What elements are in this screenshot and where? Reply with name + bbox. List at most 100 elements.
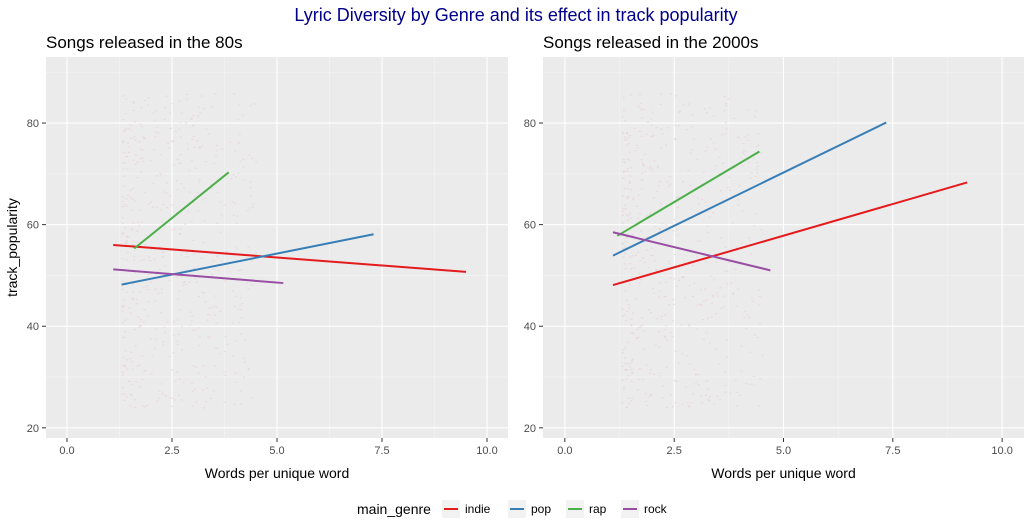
scatter-point — [651, 168, 654, 171]
scatter-point — [705, 111, 708, 114]
scatter-point — [648, 212, 651, 214]
scatter-point — [675, 380, 678, 383]
scatter-point — [191, 315, 194, 317]
scatter-point — [688, 363, 691, 365]
scatter-point — [198, 336, 201, 338]
scatter-point — [728, 189, 731, 191]
scatter-point — [625, 320, 628, 322]
scatter-point — [625, 197, 628, 200]
scatter-point — [682, 104, 685, 106]
scatter-point — [732, 292, 735, 294]
scatter-point — [627, 136, 630, 139]
scatter-point — [239, 333, 242, 335]
scatter-point — [189, 324, 192, 326]
scatter-point — [249, 186, 252, 189]
scatter-point — [210, 106, 213, 108]
scatter-point — [125, 156, 128, 158]
scatter-point — [122, 217, 125, 219]
series-line-rap — [616, 150, 760, 237]
scatter-point — [243, 357, 246, 360]
scatter-point — [205, 401, 208, 403]
scatter-point — [191, 118, 194, 120]
scatter-point — [134, 406, 137, 409]
scatter-point — [216, 191, 219, 193]
scatter-point — [127, 146, 130, 148]
scatter-point — [622, 242, 625, 244]
scatter-point — [705, 394, 708, 396]
scatter-point — [147, 203, 150, 205]
scatter-point — [165, 182, 168, 184]
scatter-point — [138, 141, 141, 143]
scatter-point — [243, 376, 246, 378]
scatter-point — [233, 403, 236, 406]
scatter-point — [683, 261, 686, 263]
scatter-point — [715, 261, 718, 263]
scatter-point — [629, 134, 632, 137]
scatter-point — [659, 202, 662, 205]
scatter-point — [231, 201, 234, 203]
scatter-point — [121, 386, 124, 389]
scatter-point — [209, 336, 212, 338]
scatter-point — [179, 308, 182, 311]
scatter-point — [719, 190, 722, 192]
scatter-point — [637, 336, 640, 338]
scatter-point — [626, 219, 629, 221]
scatter-point — [623, 386, 626, 388]
scatter-point — [623, 252, 626, 254]
scatter-point — [219, 353, 222, 355]
scatter-point — [232, 322, 235, 324]
scatter-point — [675, 229, 678, 231]
scatter-point — [249, 181, 252, 183]
scatter-point — [204, 376, 207, 378]
scatter-point — [233, 202, 236, 204]
scatter-point — [183, 187, 186, 189]
scatter-point — [642, 108, 645, 111]
scatter-point — [737, 199, 740, 201]
scatter-point — [237, 141, 240, 143]
scatter-point — [168, 280, 171, 282]
scatter-point — [673, 218, 676, 220]
scatter-point — [704, 150, 707, 152]
scatter-point — [199, 112, 202, 114]
scatter-point — [623, 263, 626, 265]
scatter-point — [177, 394, 180, 396]
scatter-point — [132, 283, 135, 285]
scatter-point — [658, 282, 661, 284]
scatter-point — [172, 164, 175, 166]
scatter-point — [123, 393, 126, 395]
scatter-point — [202, 364, 205, 367]
scatter-point — [179, 378, 182, 380]
series-line-indie — [113, 243, 467, 273]
scatter-point — [201, 389, 204, 391]
scatter-point — [136, 365, 139, 367]
x-tick-label: 5.0 — [269, 445, 284, 457]
scatter-point — [628, 159, 631, 161]
scatter-point — [653, 160, 656, 162]
scatter-point — [165, 206, 168, 209]
scatter-point — [147, 300, 150, 303]
scatter-point — [755, 213, 758, 215]
scatter-point — [688, 284, 691, 287]
scatter-point — [140, 106, 143, 109]
scatter-point — [180, 183, 183, 185]
scatter-point — [715, 313, 718, 315]
scatter-point — [136, 161, 139, 163]
scatter-point — [147, 315, 150, 318]
scatter-point — [678, 279, 681, 281]
scatter-point — [654, 269, 657, 271]
scatter-point — [223, 371, 226, 373]
scatter-point — [125, 235, 128, 238]
scatter-point — [622, 132, 625, 134]
scatter-point — [640, 117, 643, 119]
scatter-point — [638, 378, 641, 381]
scatter-point — [214, 314, 217, 316]
scatter-point — [182, 281, 185, 283]
scatter-point — [136, 230, 139, 232]
scatter-point — [171, 204, 174, 206]
scatter-point — [251, 157, 254, 160]
scatter-point — [643, 153, 646, 155]
scatter-point — [682, 276, 685, 278]
scatter-point — [625, 237, 628, 239]
scatter-point — [681, 403, 684, 405]
scatter-point — [692, 195, 695, 197]
